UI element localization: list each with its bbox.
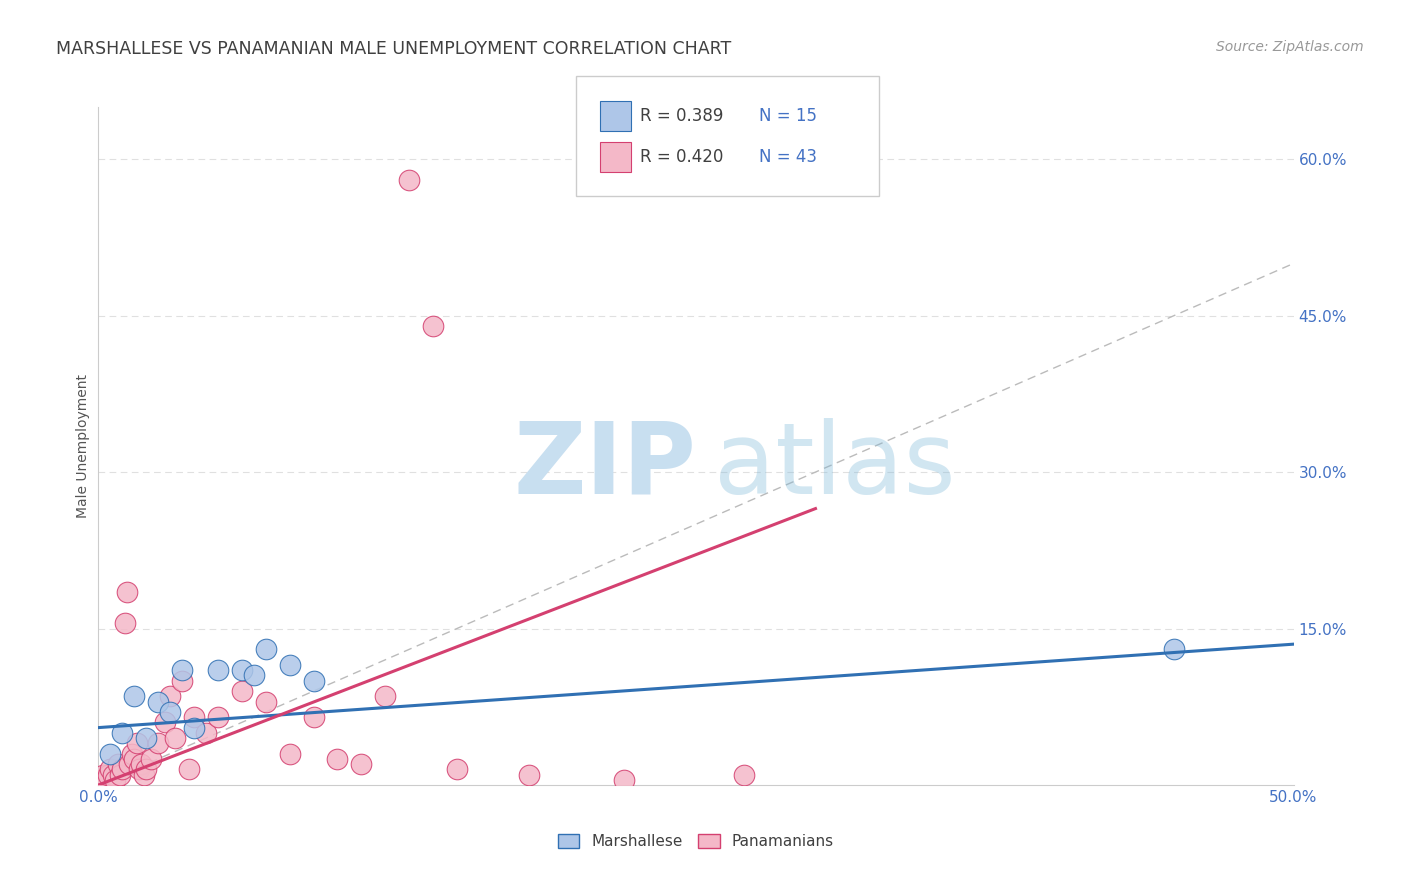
Point — [90, 772, 112, 787]
Point — [254, 694, 277, 708]
Point — [132, 767, 155, 781]
Point — [97, 767, 120, 781]
Text: Source: ZipAtlas.com: Source: ZipAtlas.com — [1216, 40, 1364, 54]
Point — [517, 767, 540, 781]
Point — [128, 762, 150, 776]
Point — [148, 694, 170, 708]
Point — [1163, 642, 1185, 657]
Point — [91, 767, 114, 781]
Point — [231, 663, 253, 677]
Point — [207, 710, 229, 724]
Text: N = 15: N = 15 — [759, 107, 817, 125]
Point — [302, 673, 325, 688]
Point — [111, 726, 134, 740]
Y-axis label: Male Unemployment: Male Unemployment — [76, 374, 90, 518]
Point — [172, 663, 194, 677]
Point — [107, 757, 129, 772]
Text: R = 0.389: R = 0.389 — [640, 107, 723, 125]
Point — [172, 673, 194, 688]
Point — [195, 726, 218, 740]
Point — [131, 757, 153, 772]
Point — [278, 747, 301, 761]
Point — [398, 173, 420, 187]
Text: N = 43: N = 43 — [759, 148, 817, 166]
Point — [108, 767, 131, 781]
Text: atlas: atlas — [714, 417, 956, 515]
Point — [121, 747, 143, 761]
Point — [183, 721, 205, 735]
Point — [135, 762, 157, 776]
Point — [422, 319, 444, 334]
Point — [446, 762, 468, 776]
Point — [114, 616, 136, 631]
Point — [101, 767, 124, 781]
Point — [124, 752, 146, 766]
Point — [104, 772, 127, 787]
Point — [733, 767, 755, 781]
Point — [302, 710, 325, 724]
Point — [118, 757, 141, 772]
Point — [179, 762, 201, 776]
Point — [111, 762, 134, 776]
Point — [159, 690, 181, 704]
Text: MARSHALLESE VS PANAMANIAN MALE UNEMPLOYMENT CORRELATION CHART: MARSHALLESE VS PANAMANIAN MALE UNEMPLOYM… — [56, 40, 731, 58]
Point — [115, 585, 138, 599]
Point — [148, 736, 170, 750]
Point — [254, 642, 277, 657]
Point — [98, 747, 122, 761]
Point — [231, 684, 253, 698]
Point — [135, 731, 157, 745]
Point — [163, 731, 186, 745]
Text: R = 0.420: R = 0.420 — [640, 148, 723, 166]
Point — [125, 736, 148, 750]
Point — [243, 668, 266, 682]
Point — [139, 752, 162, 766]
Point — [613, 772, 636, 787]
Point — [326, 752, 349, 766]
Legend: Marshallese, Panamanians: Marshallese, Panamanians — [553, 828, 839, 855]
Point — [350, 757, 373, 772]
Point — [98, 762, 122, 776]
Text: ZIP: ZIP — [513, 417, 696, 515]
Point — [183, 710, 205, 724]
Point — [159, 705, 181, 719]
Point — [155, 715, 177, 730]
Point — [94, 772, 117, 787]
Point — [374, 690, 396, 704]
Point — [207, 663, 229, 677]
Point — [278, 658, 301, 673]
Point — [124, 690, 146, 704]
